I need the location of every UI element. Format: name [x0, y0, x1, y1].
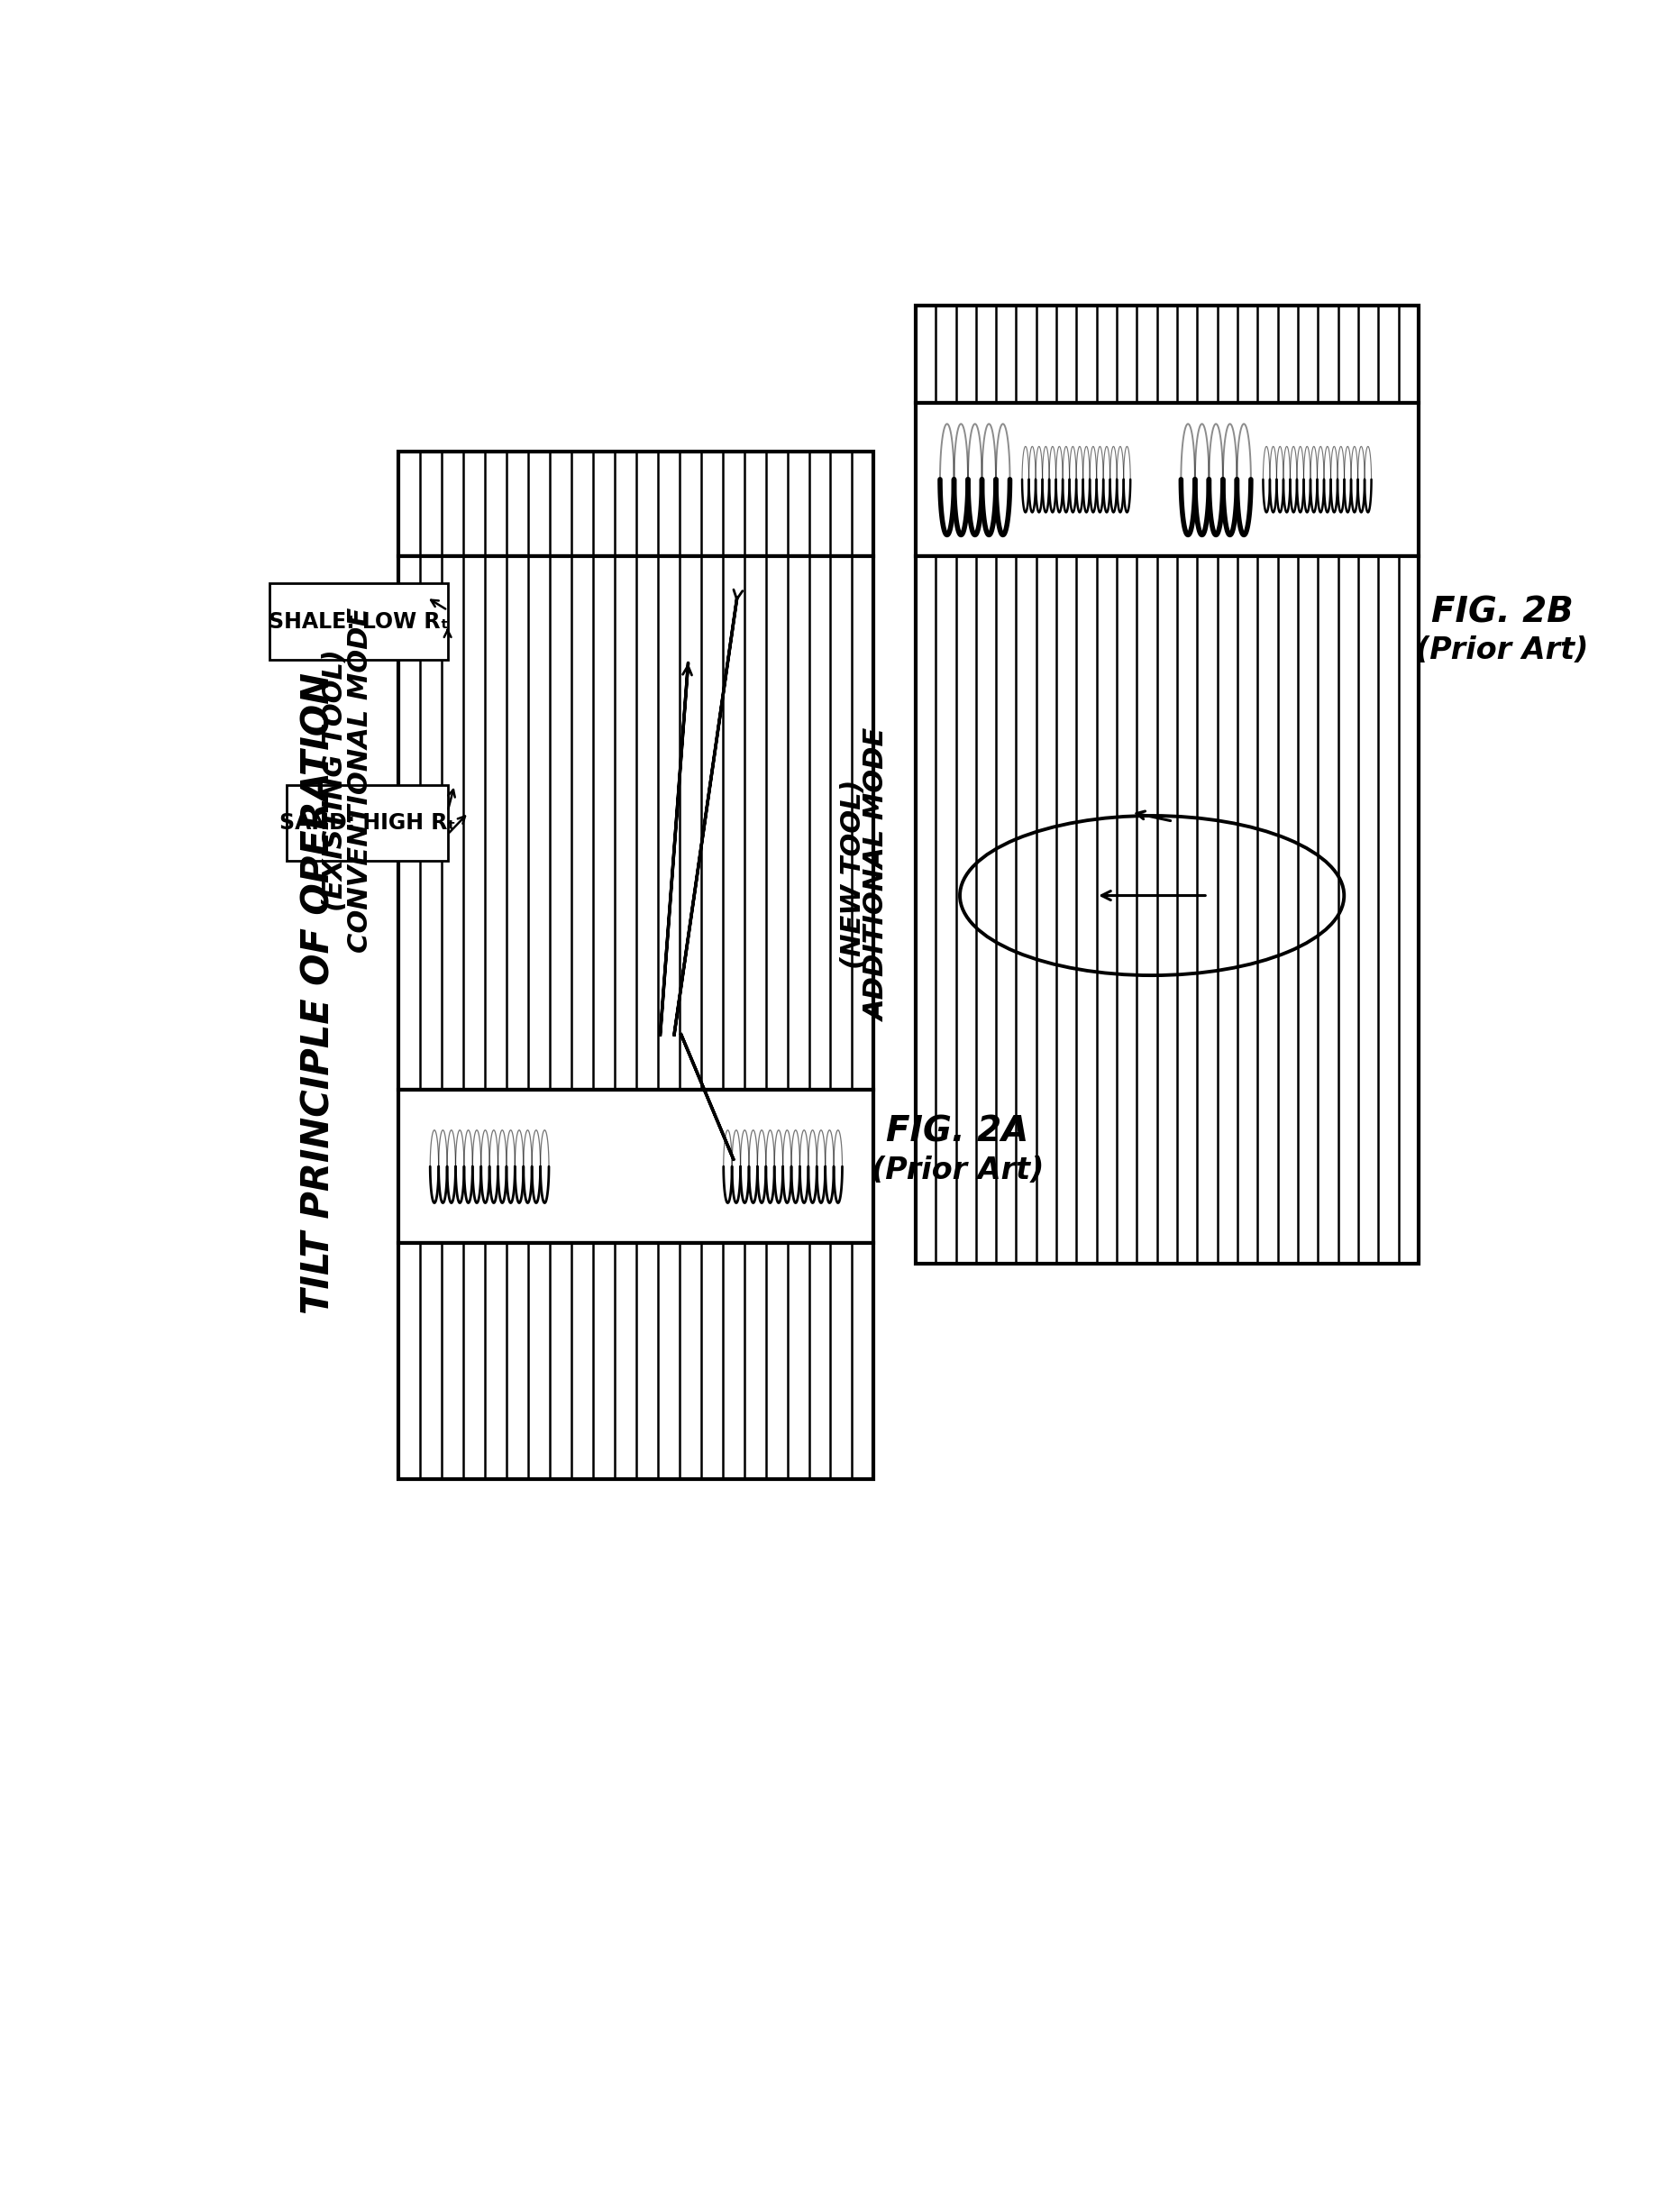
- Text: (NEW TOOL): (NEW TOOL): [840, 780, 865, 969]
- Bar: [398, 1242, 874, 1480]
- Bar: [398, 555, 874, 1090]
- Bar: [916, 403, 1418, 555]
- Text: ADDITIONAL MODE: ADDITIONAL MODE: [864, 727, 890, 1022]
- Text: (EXISTING TOOL): (EXISTING TOOL): [321, 650, 348, 912]
- Text: (Prior Art): (Prior Art): [870, 1156, 1043, 1185]
- Bar: [398, 451, 874, 555]
- Text: FIG. 2A: FIG. 2A: [885, 1114, 1028, 1149]
- Bar: [916, 555, 1418, 1264]
- Text: TILT PRINCIPLE OF OPERATION: TILT PRINCIPLE OF OPERATION: [299, 672, 338, 1315]
- Text: SHALE: LOW Rₜ: SHALE: LOW Rₜ: [269, 610, 449, 632]
- Text: (Prior Art): (Prior Art): [1415, 636, 1588, 665]
- Text: CONVENTIONAL MODE: CONVENTIONAL MODE: [348, 608, 373, 953]
- Text: FIG. 2B: FIG. 2B: [1430, 595, 1572, 630]
- Bar: [398, 1090, 874, 1242]
- Bar: [916, 306, 1418, 403]
- Bar: [287, 784, 447, 861]
- Text: SAND: HIGH Rₜ: SAND: HIGH Rₜ: [279, 813, 455, 835]
- Bar: [269, 584, 447, 661]
